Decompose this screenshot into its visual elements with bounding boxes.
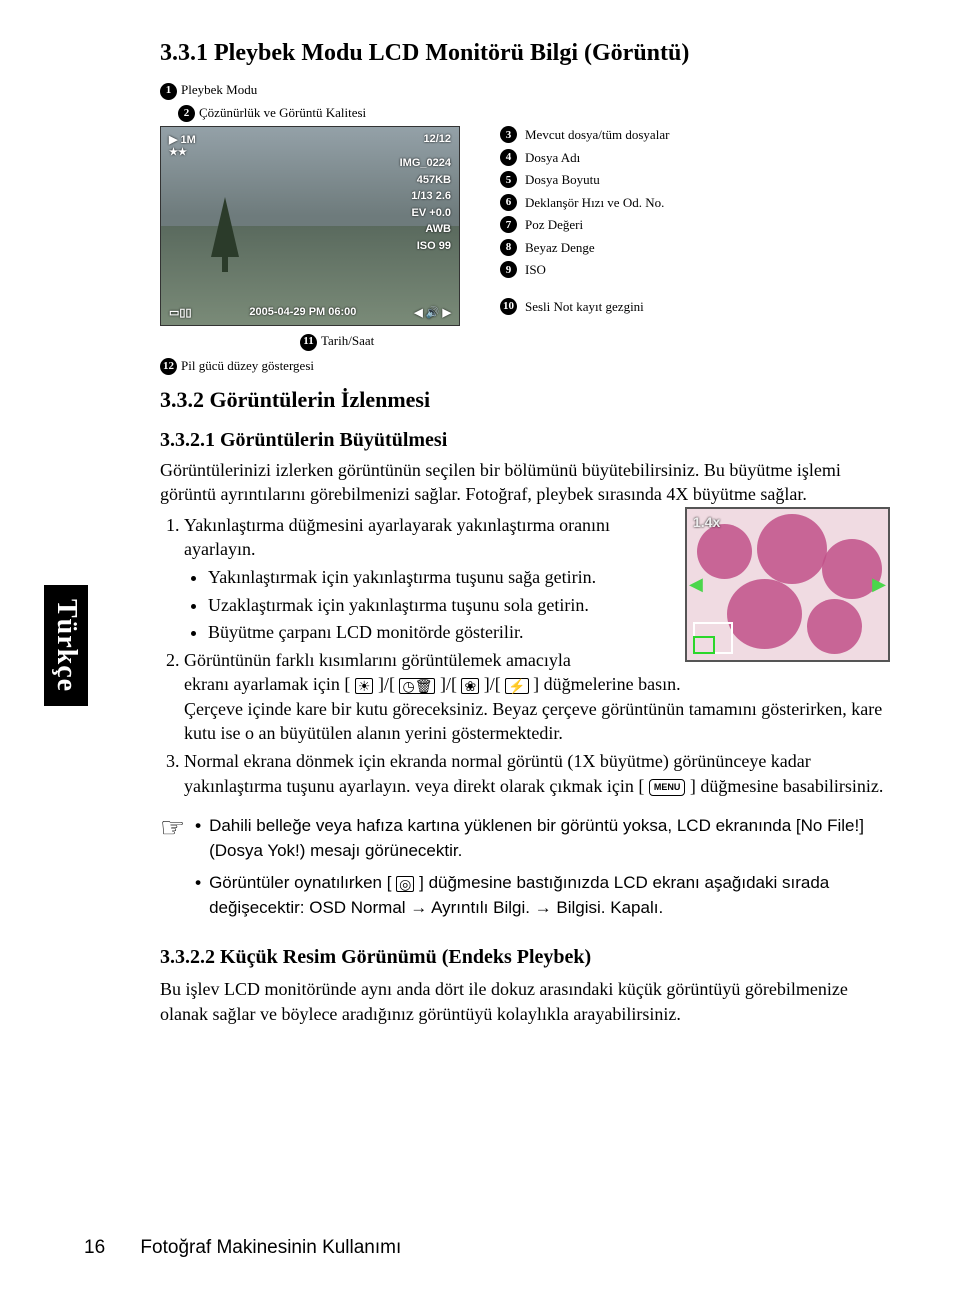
callout-4-label: Dosya Adı bbox=[525, 148, 580, 168]
lcd-bottom-row: ▭▯▯ 2005-04-29 PM 06:00 ◀ 🔊 ▶ bbox=[169, 306, 451, 319]
callout-9-label: ISO bbox=[525, 260, 546, 280]
step-3b-post: ] düğmesine basabilirsiniz. bbox=[690, 776, 883, 796]
badge-11: 11 bbox=[300, 334, 317, 351]
callout-1-label: Pleybek Modu bbox=[181, 82, 257, 97]
callout-10: 10 Sesli Not kayıt gezgini bbox=[500, 297, 760, 317]
lcd-right-values: IMG_0224 457KB 1/13 2.6 EV +0.0 AWB ISO … bbox=[400, 155, 451, 254]
callout-12-label: Pil gücü düzey göstergesi bbox=[181, 358, 314, 373]
intro-paragraph: Görüntülerinizi izlerken görüntünün seçi… bbox=[160, 458, 890, 507]
callout-3-label: Mevcut dosya/tüm dosyalar bbox=[525, 125, 669, 145]
callout-4: 4 Dosya Adı bbox=[500, 148, 760, 168]
callout-11: 11 Tarih/Saat bbox=[300, 332, 500, 351]
lcd-left-column: 1 Pleybek Modu 2 Çözünürlük ve Görüntü Kal… bbox=[160, 81, 500, 375]
nav-right-icon: ▶ bbox=[872, 572, 886, 596]
lcd-wb: AWB bbox=[400, 221, 451, 238]
zoom-illustration: 1.4x ◀ ▶ bbox=[685, 507, 890, 662]
badge-12: 12 bbox=[160, 358, 177, 375]
lcd-screen-mock: ▶ 1M★★ 12/12 IMG_0224 457KB 1/13 2.6 EV … bbox=[160, 126, 460, 326]
badge-1: 1 bbox=[160, 83, 177, 100]
lcd-iso: ISO 99 bbox=[400, 238, 451, 255]
thumbnail-paragraph: Bu işlev LCD monitöründe aynı anda dört … bbox=[160, 977, 890, 1026]
step-1-text: Yakınlaştırma düğmesini ayarlayarak yakı… bbox=[184, 515, 610, 559]
callout-12: 12 Pil gücü düzey göstergesi bbox=[160, 357, 500, 376]
tree-shape bbox=[211, 197, 239, 257]
badge-4: 4 bbox=[500, 149, 517, 166]
callout-7-label: Poz Değeri bbox=[525, 215, 583, 235]
lcd-filesize: 457KB bbox=[400, 172, 451, 189]
zoom-panel: 1.4x ◀ ▶ bbox=[685, 507, 890, 662]
zoom-factor-label: 1.4x bbox=[693, 513, 720, 532]
step-2: Görüntünün farklı kısımlarını görüntülem… bbox=[184, 648, 890, 745]
note-list: •Dahili belleğe veya hafıza kartına yükl… bbox=[195, 814, 890, 929]
step-2c: Çerçeve içinde kare bir kutu göreceksini… bbox=[184, 699, 882, 743]
lcd-diagram-row: 1 Pleybek Modu 2 Çözünürlük ve Görüntü Kal… bbox=[160, 81, 890, 375]
callout-2-label: Çözünürlük ve Görüntü Kalitesi bbox=[199, 105, 366, 120]
step-2a: Görüntünün farklı kısımlarını görüntülem… bbox=[184, 650, 571, 670]
heading-3-3-2-1: 3.3.2.1 Görüntülerin Büyütülmesi bbox=[160, 429, 890, 452]
badge-5: 5 bbox=[500, 171, 517, 188]
timer-trash-icon: ◷🗑 bbox=[399, 678, 435, 694]
note-2-text: Görüntüler oynatılırken [ ◎ ] düğmesine … bbox=[209, 871, 829, 920]
zoom-frame-inner bbox=[693, 636, 715, 654]
lcd-datetime: 2005-04-29 PM 06:00 bbox=[249, 306, 356, 319]
step-3b-pre: yakınlaştırma tuşunu ayarlayın. veya dir… bbox=[184, 776, 644, 796]
badge-7: 7 bbox=[500, 216, 517, 233]
callout-2: 2 Çözünürlük ve Görüntü Kalitesi bbox=[178, 104, 500, 123]
badge-8: 8 bbox=[500, 239, 517, 256]
callout-6: 6 Deklanşör Hızı ve Od. No. bbox=[500, 193, 760, 213]
callout-9: 9 ISO bbox=[500, 260, 760, 280]
note-block: ☞ •Dahili belleğe veya hafıza kartına yü… bbox=[160, 814, 890, 929]
callout-6-label: Deklanşör Hızı ve Od. No. bbox=[525, 193, 664, 213]
badge-2: 2 bbox=[178, 105, 195, 122]
flash-icon: ⚡ bbox=[505, 678, 528, 694]
step-3a: Normal ekrana dönmek için ekranda normal… bbox=[184, 751, 811, 771]
step-2b-post: ] düğmelerine basın. bbox=[533, 674, 680, 694]
note-1: •Dahili belleğe veya hafıza kartına yükl… bbox=[195, 814, 890, 863]
exposure-icon: ☀ bbox=[355, 678, 374, 694]
badge-3: 3 bbox=[500, 126, 517, 143]
step-3: Normal ekrana dönmek için ekranda normal… bbox=[184, 749, 890, 798]
pointing-hand-icon: ☞ bbox=[160, 814, 185, 929]
heading-3-3-2: 3.3.2 Görüntülerin İzlenmesi bbox=[160, 387, 890, 413]
callout-7: 7 Poz Değeri bbox=[500, 215, 760, 235]
language-tab: Türkçe bbox=[44, 585, 88, 706]
body-text-block: Görüntülerinizi izlerken görüntünün seçi… bbox=[160, 458, 890, 1026]
display-icon: ◎ bbox=[396, 876, 414, 892]
heading-3-3-2-2: 3.3.2.2 Küçük Resim Görünümü (Endeks Ple… bbox=[160, 944, 890, 971]
step-2b-pre: ekranı ayarlamak için [ bbox=[184, 674, 350, 694]
callout-5-label: Dosya Boyutu bbox=[525, 170, 600, 190]
note-1-text: Dahili belleğe veya hafıza kartına yükle… bbox=[209, 814, 890, 863]
page-footer: 16 Fotoğraf Makinesinin Kullanımı bbox=[84, 1237, 401, 1259]
lcd-ev: EV +0.0 bbox=[400, 205, 451, 222]
note-2: • Görüntüler oynatılırken [ ◎ ] düğmesin… bbox=[195, 871, 890, 920]
lcd-mode: ▶ 1M★★ bbox=[169, 133, 196, 158]
badge-10: 10 bbox=[500, 298, 517, 315]
macro-icon: ❀ bbox=[461, 678, 479, 694]
callout-10-label: Sesli Not kayıt gezgini bbox=[525, 297, 644, 317]
tree-trunk bbox=[222, 252, 228, 272]
callout-11-label: Tarih/Saat bbox=[321, 333, 374, 348]
footer-title: Fotoğraf Makinesinin Kullanımı bbox=[140, 1237, 401, 1258]
lcd-right-callouts: 3 Mevcut dosya/tüm dosyalar 4 Dosya Adı 5D… bbox=[500, 81, 760, 319]
callout-3: 3 Mevcut dosya/tüm dosyalar bbox=[500, 125, 760, 145]
menu-icon: MENU bbox=[649, 779, 686, 795]
lcd-battery: ▭▯▯ bbox=[169, 306, 192, 319]
lcd-shutter: 1/13 2.6 bbox=[400, 188, 451, 205]
page-content: 3.3.1 Pleybek Modu LCD Monitörü Bilgi (G… bbox=[0, 0, 960, 1066]
lcd-filename: IMG_0224 bbox=[400, 155, 451, 172]
badge-6: 6 bbox=[500, 194, 517, 211]
callout-5: 5 Dosya Boyutu bbox=[500, 170, 760, 190]
lcd-audio-icon: ◀ 🔊 ▶ bbox=[414, 306, 451, 319]
nav-left-icon: ◀ bbox=[689, 572, 703, 596]
heading-3-3-1: 3.3.1 Pleybek Modu LCD Monitörü Bilgi (G… bbox=[160, 40, 890, 67]
callout-8-label: Beyaz Denge bbox=[525, 238, 595, 258]
callout-8: 8 Beyaz Denge bbox=[500, 238, 760, 258]
badge-9: 9 bbox=[500, 261, 517, 278]
callout-1: 1 Pleybek Modu bbox=[160, 81, 500, 100]
page-number: 16 bbox=[84, 1237, 105, 1258]
